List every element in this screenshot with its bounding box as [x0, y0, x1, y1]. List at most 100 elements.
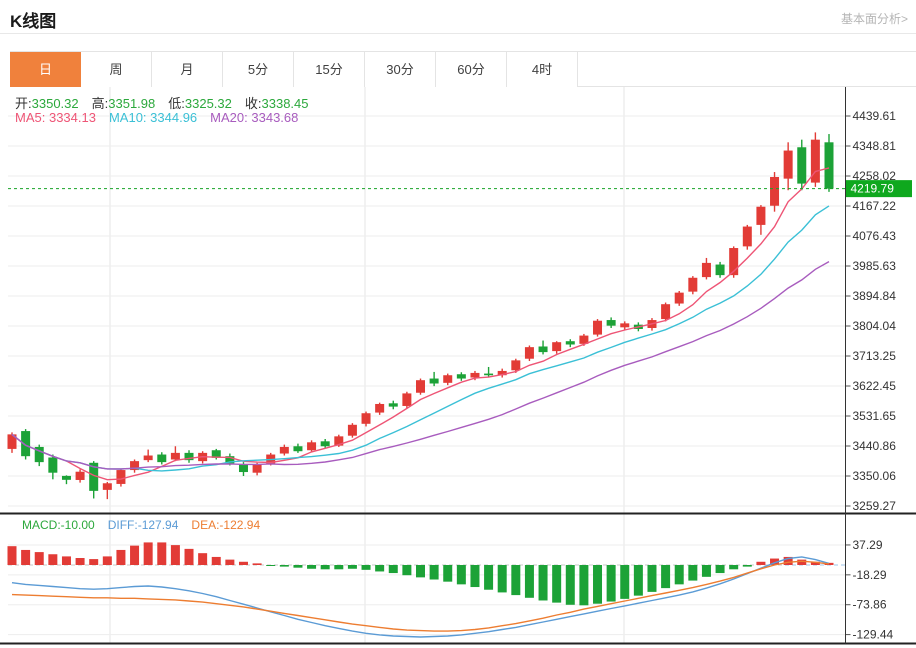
- tab-month[interactable]: 月: [152, 52, 223, 87]
- macd-bar: [61, 556, 71, 565]
- candle-body: [334, 436, 344, 446]
- tab-15min[interactable]: 15分: [294, 52, 365, 87]
- macd-bar: [266, 565, 276, 566]
- ohlc-legend: 开:3350.32 高:3351.98 低:3325.32 收:3338.45: [15, 93, 309, 112]
- macd-bar: [783, 556, 793, 565]
- ma20-line: [11, 260, 830, 470]
- macd-bar: [279, 565, 289, 567]
- svg-text:3440.86: 3440.86: [853, 439, 897, 453]
- candle-body: [34, 446, 44, 463]
- candle-body: [75, 471, 85, 480]
- macd-bar: [225, 559, 235, 565]
- macd-bar: [797, 559, 807, 565]
- candle-body: [416, 380, 425, 393]
- macd-bar: [402, 565, 412, 576]
- macd-bar: [742, 565, 752, 567]
- tab-5min[interactable]: 5分: [223, 52, 294, 87]
- macd-bar: [810, 561, 820, 565]
- macd-bar: [375, 565, 385, 572]
- kline-chart-canvas[interactable]: 4439.61 4348.81 4258.02 4167.22 4076.43 3985.…: [0, 87, 916, 645]
- tab-week[interactable]: 周: [81, 52, 152, 87]
- macd-bar: [198, 553, 208, 565]
- candle-body: [184, 452, 194, 461]
- macd-bar: [497, 565, 507, 593]
- macd-grid: 37.29 -18.29 -73.86 -129.44: [8, 538, 894, 642]
- candle-body: [674, 292, 684, 304]
- macd-bar: [416, 565, 425, 578]
- candle-body: [661, 304, 671, 320]
- macd-bar: [824, 562, 834, 565]
- macd-bar: [688, 565, 698, 581]
- candle-body: [538, 346, 548, 353]
- candle-body: [443, 375, 453, 383]
- candle-body: [225, 456, 235, 464]
- macd-value: MACD:-10.00: [22, 518, 95, 532]
- fundamental-analysis-link[interactable]: 基本面分析>: [840, 12, 908, 26]
- macd-bar: [307, 565, 317, 569]
- macd-bar: [347, 565, 357, 569]
- tab-4hour[interactable]: 4时: [507, 52, 578, 87]
- macd-bar: [729, 565, 739, 570]
- macd-bar: [443, 565, 453, 582]
- svg-text:3350.06: 3350.06: [853, 469, 897, 483]
- candle-body: [293, 446, 303, 452]
- chart-frame: [0, 87, 916, 645]
- candle-body: [620, 323, 630, 328]
- tab-60min[interactable]: 60分: [436, 52, 507, 87]
- ma10-line: [11, 205, 830, 472]
- candle-body: [429, 378, 439, 384]
- candle-body: [497, 370, 507, 376]
- low-value: 低:3325.32: [168, 96, 232, 111]
- page-title: K线图: [10, 12, 57, 31]
- macd-bar: [157, 542, 167, 565]
- macd-bar: [238, 561, 248, 565]
- macd-bar: [34, 552, 44, 565]
- diff-value: DIFF:-127.94: [107, 518, 179, 532]
- macd-bar: [647, 565, 657, 592]
- candle-body: [252, 464, 262, 473]
- high-value: 高:3351.98: [91, 96, 156, 111]
- ma5-line: [11, 167, 830, 481]
- candle-body: [783, 150, 793, 179]
- macd-bar: [470, 565, 480, 588]
- macd-bar: [552, 565, 562, 603]
- candle-body: [565, 341, 575, 345]
- candle-body: [715, 264, 725, 276]
- macd-bar: [170, 545, 180, 565]
- macd-bar: [21, 549, 31, 565]
- candle-body: [606, 320, 616, 326]
- svg-text:4348.81: 4348.81: [853, 139, 897, 153]
- candle-body: [307, 442, 317, 451]
- candle-body: [810, 139, 820, 183]
- svg-text:3622.45: 3622.45: [853, 379, 897, 393]
- macd-bar: [252, 563, 262, 565]
- svg-text:4076.43: 4076.43: [853, 229, 897, 243]
- ma10-value: MA10: 3344.96: [108, 110, 198, 125]
- candle-body: [375, 403, 385, 413]
- svg-text:4219.79: 4219.79: [851, 182, 895, 196]
- open-value: 开:3350.32: [15, 96, 79, 111]
- candle-body: [170, 452, 180, 460]
- macd-bar: [48, 554, 58, 565]
- tab-day[interactable]: 日: [10, 52, 81, 87]
- candle-body: [552, 342, 562, 352]
- candle-body: [279, 446, 289, 454]
- macd-bar: [701, 565, 711, 577]
- timeframe-tabs: 日周月 5分 15分 30分 60分 4时: [10, 51, 916, 87]
- candle-body: [511, 360, 521, 371]
- tab-30min[interactable]: 30分: [365, 52, 436, 87]
- macd-bar: [89, 559, 99, 565]
- candle-body: [211, 450, 221, 458]
- svg-text:37.29: 37.29: [853, 538, 883, 552]
- macd-bar: [674, 565, 684, 585]
- macd-bar: [130, 545, 140, 565]
- candle-body: [770, 176, 780, 206]
- candle-body: [7, 434, 17, 449]
- candle-body: [347, 424, 357, 436]
- candle-body: [402, 393, 412, 406]
- candle-body: [470, 372, 480, 378]
- macd-bar: [620, 565, 630, 599]
- svg-text:4167.22: 4167.22: [853, 199, 897, 213]
- macd-bar: [484, 565, 494, 590]
- ma-legend: MA5: 3334.13 MA10: 3344.96 MA20: 3343.68: [15, 110, 298, 125]
